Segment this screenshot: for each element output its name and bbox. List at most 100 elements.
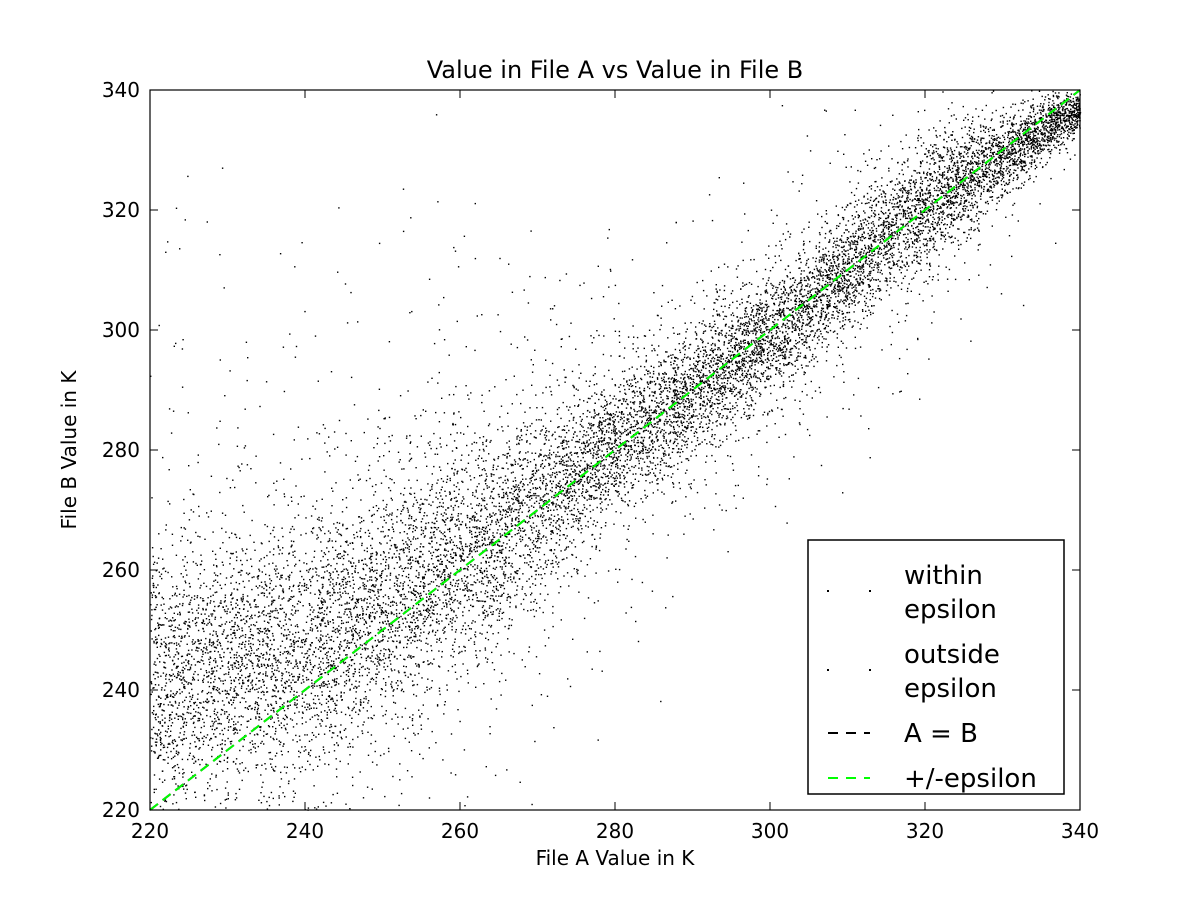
scatter-point <box>857 214 859 216</box>
scatter-point <box>964 117 967 119</box>
scatter-point <box>549 463 551 466</box>
scatter-point <box>486 516 489 518</box>
scatter-point <box>848 291 850 293</box>
scatter-point <box>266 633 268 635</box>
scatter-point <box>159 733 161 735</box>
scatter-point <box>650 414 652 417</box>
scatter-point <box>534 578 537 580</box>
scatter-point <box>555 505 557 507</box>
scatter-point <box>705 416 707 419</box>
scatter-point <box>378 664 381 666</box>
scatter-point <box>402 550 404 552</box>
scatter-point <box>573 484 575 487</box>
scatter-point <box>589 411 591 413</box>
scatter-point <box>841 206 844 209</box>
scatter-point <box>304 746 306 748</box>
scatter-point <box>599 420 601 422</box>
scatter-point <box>370 597 372 599</box>
scatter-point <box>908 146 911 149</box>
scatter-point <box>1068 116 1070 118</box>
scatter-point <box>832 331 835 333</box>
scatter-point <box>666 413 668 415</box>
scatter-point <box>918 237 920 239</box>
scatter-point <box>320 600 322 602</box>
scatter-point <box>762 319 764 322</box>
scatter-point <box>897 226 900 228</box>
scatter-point <box>995 138 997 140</box>
scatter-point <box>315 726 317 728</box>
scatter-point <box>913 232 915 234</box>
scatter-point <box>438 304 440 306</box>
scatter-point <box>347 763 349 765</box>
scatter-point <box>1070 132 1072 134</box>
scatter-point <box>248 640 250 642</box>
scatter-point <box>834 284 836 286</box>
scatter-point <box>445 519 447 521</box>
scatter-point <box>453 246 455 249</box>
scatter-point <box>832 288 835 291</box>
scatter-point <box>677 358 679 360</box>
scatter-point <box>424 620 426 623</box>
scatter-point <box>975 108 977 110</box>
scatter-point <box>1042 138 1044 140</box>
scatter-point <box>559 279 561 282</box>
scatter-point <box>758 353 761 355</box>
scatter-point <box>360 536 362 538</box>
scatter-point <box>812 257 814 259</box>
scatter-point <box>183 661 185 664</box>
scatter-point <box>748 378 750 380</box>
scatter-point <box>390 544 393 547</box>
scatter-point <box>779 281 781 284</box>
scatter-point <box>582 452 584 454</box>
scatter-point <box>510 464 513 467</box>
scatter-point <box>539 547 541 549</box>
scatter-point <box>303 562 305 564</box>
scatter-point <box>279 743 281 746</box>
scatter-point <box>165 800 168 803</box>
scatter-point <box>888 170 890 172</box>
scatter-point <box>229 641 232 644</box>
scatter-point <box>891 252 893 255</box>
scatter-point <box>181 758 184 761</box>
scatter-point <box>265 630 267 632</box>
scatter-point <box>495 595 497 597</box>
scatter-point <box>492 598 494 600</box>
scatter-point <box>926 173 928 175</box>
scatter-point <box>847 249 849 252</box>
scatter-point <box>296 699 298 701</box>
scatter-point <box>597 486 600 489</box>
scatter-point <box>530 566 533 568</box>
scatter-point <box>536 470 538 473</box>
scatter-point <box>407 562 409 565</box>
scatter-point <box>411 718 414 720</box>
scatter-point <box>258 640 261 643</box>
scatter-point <box>444 626 446 628</box>
scatter-point <box>1008 132 1010 135</box>
scatter-point <box>537 535 539 537</box>
scatter-point <box>571 476 573 478</box>
scatter-point <box>953 192 956 194</box>
scatter-point <box>581 476 584 479</box>
scatter-point <box>507 452 510 455</box>
scatter-point <box>485 657 487 659</box>
scatter-point <box>871 207 873 209</box>
scatter-point <box>939 189 942 191</box>
scatter-point <box>735 440 737 442</box>
scatter-point <box>863 195 865 197</box>
scatter-point <box>593 410 596 412</box>
scatter-point <box>212 641 214 643</box>
scatter-point <box>703 330 705 333</box>
scatter-point <box>1026 118 1028 120</box>
scatter-point <box>286 637 288 639</box>
scatter-point <box>759 299 761 301</box>
scatter-point <box>896 201 899 204</box>
scatter-point <box>624 388 626 391</box>
scatter-point <box>845 255 847 257</box>
scatter-point <box>1069 96 1072 98</box>
scatter-point <box>1048 148 1050 151</box>
scatter-point <box>335 758 337 760</box>
scatter-point <box>799 293 801 295</box>
scatter-point <box>432 613 434 615</box>
scatter-point <box>644 407 647 409</box>
scatter-point <box>920 259 922 262</box>
